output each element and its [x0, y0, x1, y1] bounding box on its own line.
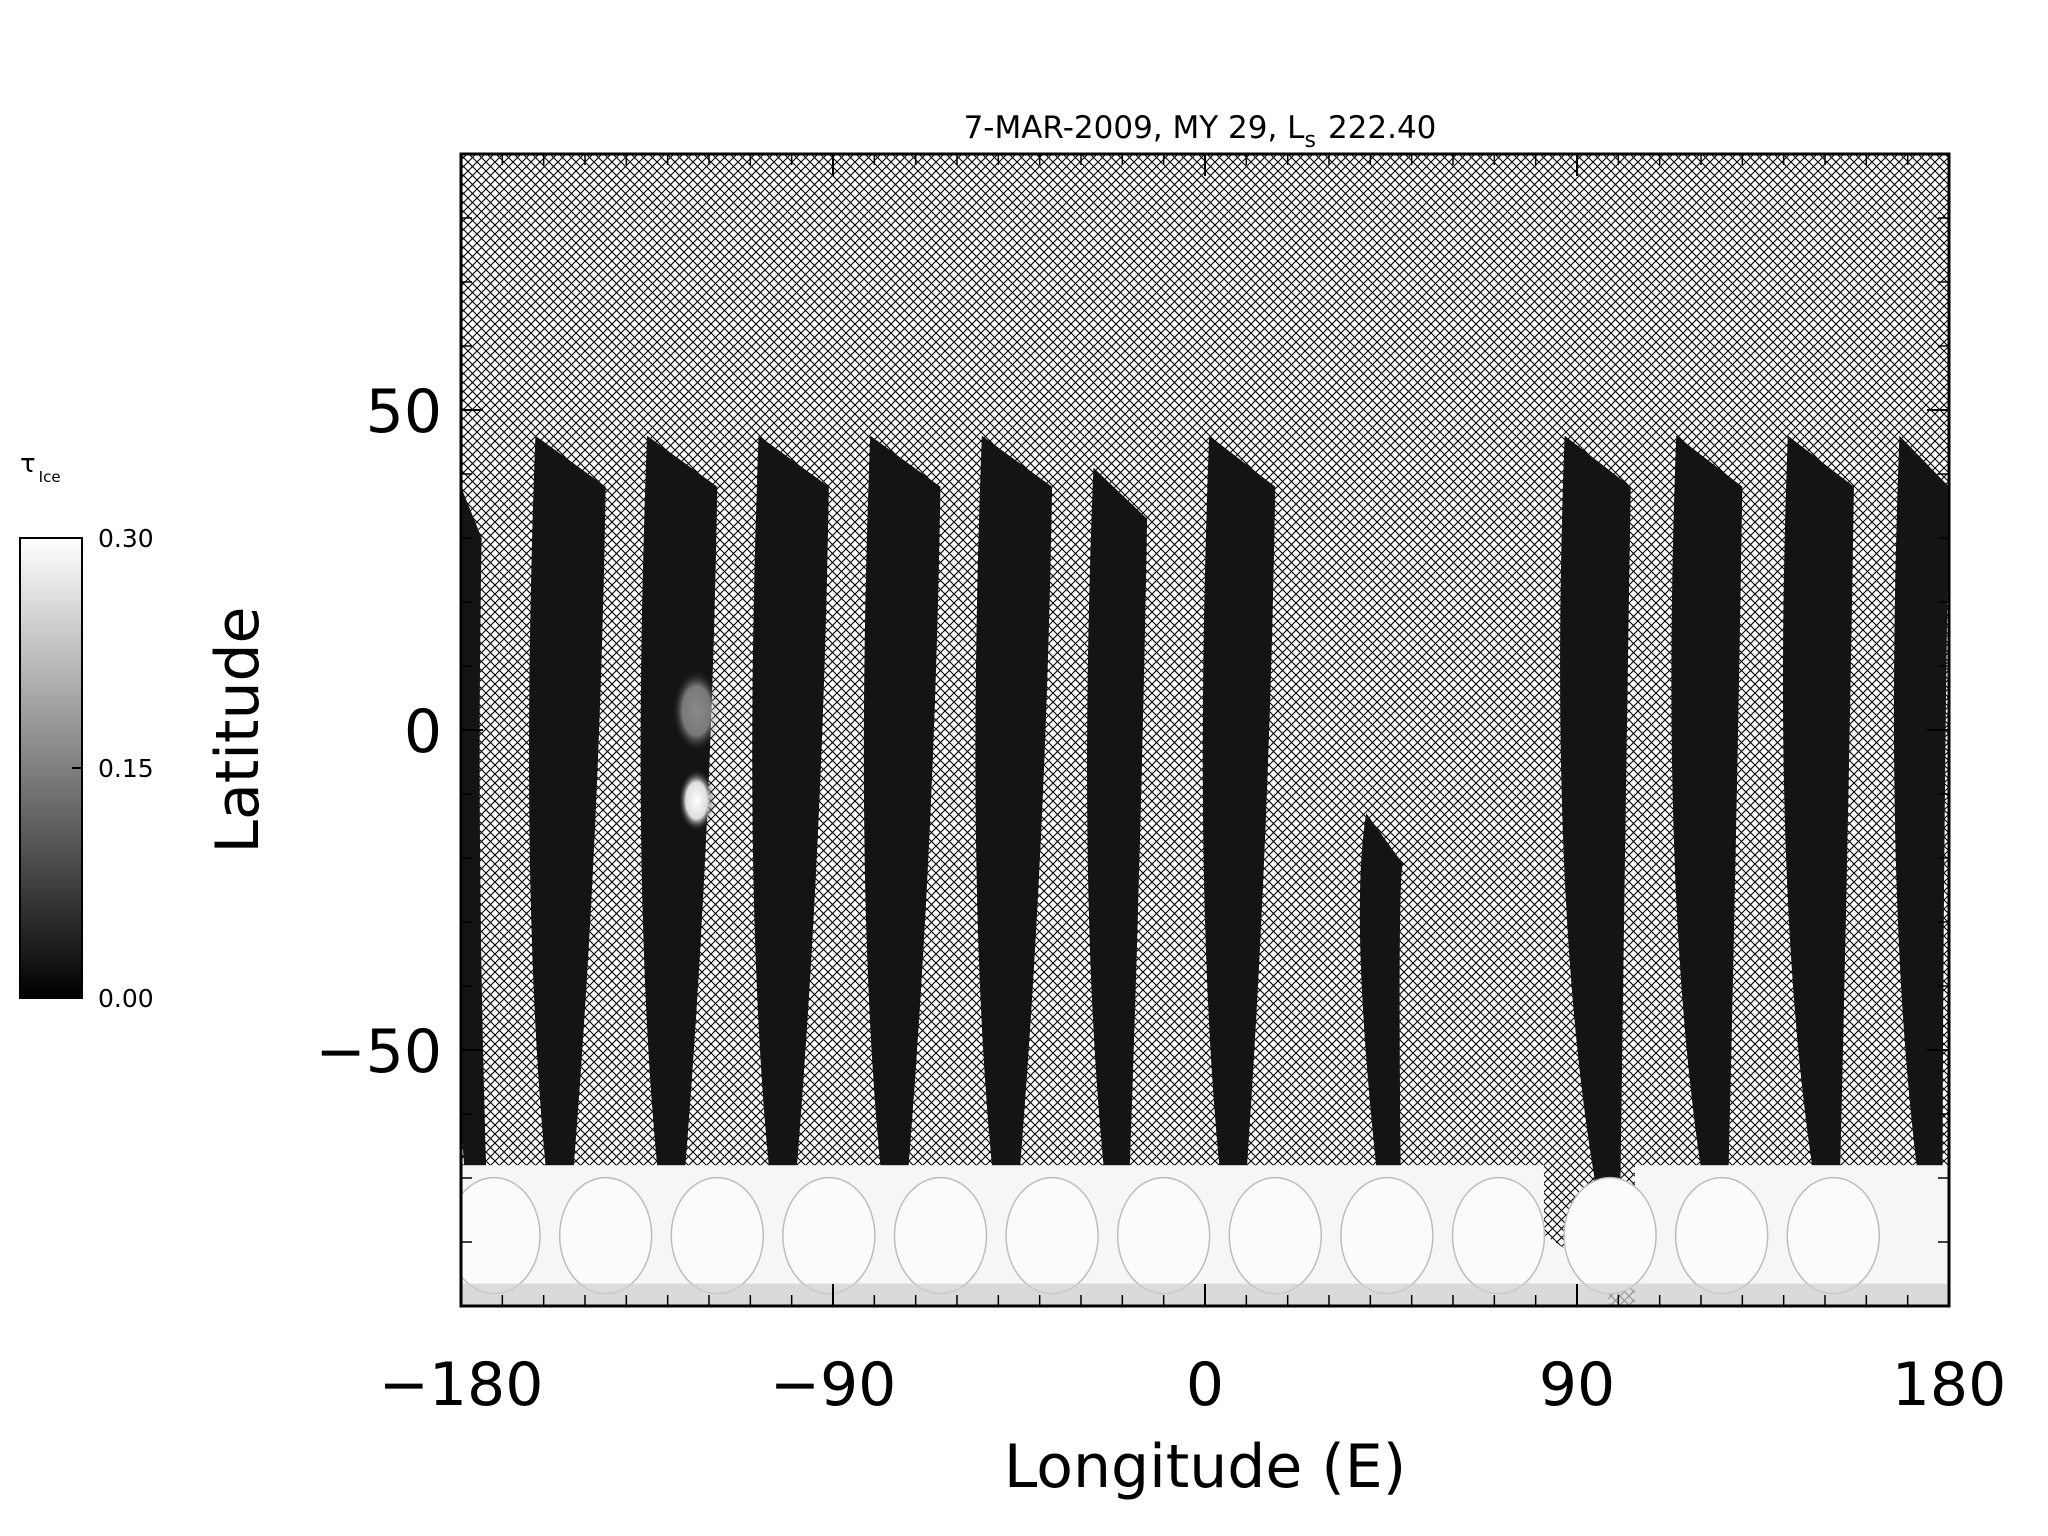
colorbar-label-symbol: τ — [20, 449, 36, 479]
x-tick-label: −180 — [379, 1350, 544, 1420]
swath-1 — [461, 486, 488, 1210]
y-tick-label: −50 — [315, 1017, 442, 1087]
colorbar-ticks: 0.00 0.15 0.30 — [72, 524, 154, 1013]
x-tick-label: 90 — [1539, 1350, 1615, 1420]
y-tick-label: 50 — [366, 377, 442, 447]
polar-lobe — [782, 1176, 876, 1295]
cloud-feature-2 — [672, 670, 721, 752]
polar-lobe — [1451, 1176, 1546, 1295]
swath-6 — [975, 435, 1053, 1211]
polar-lobe — [1116, 1176, 1211, 1295]
colorbar-label: τ Ice — [20, 449, 61, 486]
polar-lobe — [1005, 1176, 1099, 1295]
colorbar-tick-label: 0.30 — [98, 524, 154, 553]
swath-13 — [1893, 435, 1949, 1211]
swath-2 — [529, 435, 606, 1211]
x-tick-label: 180 — [1892, 1350, 2007, 1420]
colorbar-tick-label: 0.00 — [98, 984, 154, 1013]
polar-lobe — [1786, 1176, 1881, 1295]
chart-title-subscript: s — [1304, 128, 1315, 153]
cloud-feature-layer — [672, 670, 721, 832]
polar-lobe — [893, 1176, 988, 1295]
x-tick-label: −90 — [770, 1350, 897, 1420]
plot-area — [461, 154, 1949, 1306]
cloud-feature-1 — [678, 769, 715, 832]
polar-lobe — [670, 1176, 765, 1295]
colorbar-label-subscript: Ice — [39, 468, 61, 486]
swath-8 — [1202, 435, 1276, 1211]
swath-4 — [752, 435, 829, 1211]
chart-title: 7-MAR-2009, MY 29, Ls 222.40 — [964, 110, 1437, 153]
axes: −180 −90 0 90 180 −50 0 50 — [315, 154, 2006, 1420]
swath-3 — [640, 435, 718, 1211]
swath-7 — [1087, 467, 1148, 1211]
polar-lobe — [1340, 1176, 1434, 1295]
swath-5 — [863, 435, 941, 1211]
colorbar: τ Ice 0.00 0.15 0.30 — [19, 449, 154, 1013]
swath-12 — [1782, 435, 1854, 1211]
polar-lobe — [1563, 1176, 1657, 1295]
swath-9 — [1359, 813, 1404, 1210]
y-tick-label: 0 — [404, 697, 442, 767]
chart-title-main: 7-MAR-2009, MY 29, L — [964, 110, 1306, 146]
swath-10 — [1560, 435, 1631, 1211]
y-axis-label: Latitude — [203, 607, 273, 854]
colorbar-tick-label: 0.15 — [98, 754, 154, 783]
polar-cap-layer — [461, 1165, 1949, 1306]
polar-lobe — [1674, 1176, 1769, 1295]
polar-lobe — [558, 1176, 653, 1295]
swath-11 — [1671, 435, 1743, 1211]
x-axis-label: Longitude (E) — [1004, 1432, 1406, 1502]
chart-title-value: 222.40 — [1328, 110, 1436, 146]
x-tick-label: 0 — [1186, 1350, 1224, 1420]
swath-layer — [461, 435, 1949, 1211]
polar-lobe — [1228, 1176, 1323, 1295]
